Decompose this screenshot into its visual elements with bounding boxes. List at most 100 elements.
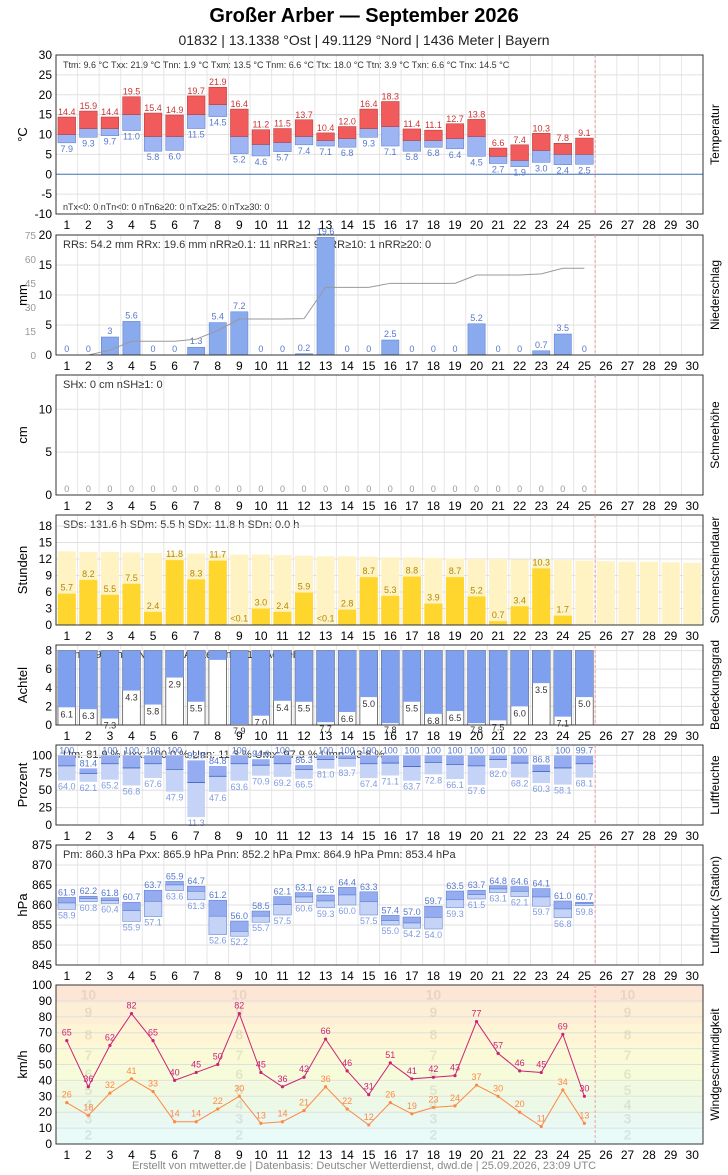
gust-label: 31 (364, 1082, 374, 1092)
day-label: 16 (384, 629, 398, 643)
precip-label: 0 (452, 344, 457, 354)
day-label: 22 (513, 218, 527, 232)
day-label: 7 (193, 969, 200, 983)
day-label: 11 (276, 218, 289, 232)
beaufort-label: 3 (430, 1111, 438, 1127)
day-label: 26 (599, 359, 613, 373)
cloud-bar (208, 650, 227, 660)
temp-max-bar (79, 110, 98, 129)
cloud-bar (316, 650, 335, 723)
snow-label: 0 (345, 484, 350, 494)
y-tick-cumulative: 60 (25, 255, 37, 266)
sun-bar (294, 592, 314, 625)
day-label: 16 (384, 729, 398, 743)
beaufort-label: 9 (430, 1004, 438, 1020)
temp-min-bar (338, 138, 357, 148)
press-min-label: 54.0 (425, 930, 443, 940)
y-tick-label: 8 (45, 644, 52, 658)
tmin-label: 9.3 (362, 138, 375, 148)
gust-point (216, 1062, 220, 1067)
press-lower-bar (79, 898, 98, 903)
precip-bar (532, 350, 551, 356)
sun-possible-bar (683, 562, 702, 625)
panel-title: Luftdruck (Station) (708, 856, 722, 954)
y-tick-label: 855 (32, 918, 52, 932)
y-tick-label: 860 (32, 898, 52, 912)
y-tick-label: 10 (39, 128, 53, 142)
gust-label: 82 (126, 1001, 136, 1011)
press-lower-bar (143, 901, 163, 917)
mean-wind-point (539, 1124, 543, 1129)
day-label: 5 (150, 629, 157, 643)
sun-label: 5.2 (470, 585, 483, 595)
temp-min-bar (165, 136, 184, 151)
panel-title: Schneehöhe (708, 401, 722, 469)
snow-label: 0 (215, 484, 220, 494)
cloud-bar (532, 650, 551, 684)
press-upper-bar (467, 889, 486, 895)
cloud-bar (122, 650, 141, 691)
hum-max-label: 100 (318, 745, 333, 755)
hum-max-label: 100 (447, 745, 462, 755)
day-label: 28 (642, 499, 656, 513)
panel-border (55, 984, 704, 1145)
press-lower-bar (122, 910, 141, 922)
hum-max-label: 100 (361, 745, 376, 755)
day-label: 10 (254, 629, 268, 643)
gust-point (518, 1069, 522, 1073)
y-tick-label: 15 (39, 536, 53, 550)
day-label: 22 (513, 359, 527, 373)
temp-min-bar (510, 160, 529, 167)
press-max-label: 61.0 (554, 891, 572, 901)
hum-lower-bar (79, 773, 98, 782)
day-label: 12 (297, 969, 311, 983)
sun-label: 2.8 (341, 599, 354, 609)
day-label: 13 (319, 829, 333, 843)
panel-snow: 1 2 3 4 5 6 7 8 9 10 11 12 13 14 15 16 17 18 19 20 21 22 23 24 2… (15, 374, 722, 513)
y-tick-label: 0 (45, 618, 52, 632)
day-label: 17 (405, 969, 419, 983)
day-label: 25 (578, 1148, 592, 1160)
tmin-label: 1.9 (513, 168, 526, 178)
day-label: 17 (405, 729, 419, 743)
day-label: 30 (686, 1148, 700, 1160)
mean-wind-label: 33 (148, 1079, 158, 1089)
press-max-label: 63.7 (468, 880, 486, 890)
day-label: 3 (107, 629, 114, 643)
hum-upper-bar (510, 755, 529, 764)
cloud-label: 1.0 (211, 662, 224, 672)
press-min-label: 61.3 (187, 901, 205, 911)
beaufort-label: 7 (430, 1047, 438, 1063)
hum-lower-bar (489, 759, 507, 768)
hum-min-label: 81.0 (317, 770, 335, 780)
mean-wind-label: 14 (191, 1109, 201, 1119)
sun-bar (553, 615, 572, 625)
snow-label: 0 (129, 484, 134, 494)
mean-wind-point (194, 1120, 198, 1124)
temp-max-bar (143, 112, 163, 137)
temp-max-bar (57, 116, 76, 135)
mean-wind-label: 22 (342, 1096, 352, 1106)
y-tick-label: 865 (32, 878, 52, 892)
sun-label: 2.4 (276, 601, 289, 611)
mean-wind-label: 36 (321, 1074, 331, 1084)
y-tick-label: 100 (32, 978, 52, 992)
sun-possible-bar (575, 560, 594, 625)
day-label: 16 (384, 359, 398, 373)
day-label: 9 (236, 218, 243, 232)
hum-upper-bar (252, 759, 270, 766)
press-max-label: 61.2 (209, 890, 227, 900)
day-label: 18 (427, 1148, 441, 1160)
temp-min-bar (100, 128, 120, 136)
day-label: 11 (276, 359, 289, 373)
day-label: 19 (448, 359, 462, 373)
day-label: 15 (362, 829, 376, 843)
sun-label: 11.8 (166, 549, 183, 559)
y-tick-label: -5 (41, 187, 52, 201)
beaufort-label: 10 (81, 987, 97, 1003)
mean-wind-label: 22 (213, 1096, 223, 1106)
day-label: 4 (128, 218, 135, 232)
sun-bar (424, 603, 443, 625)
hum-upper-bar (295, 764, 313, 770)
mean-wind-point (474, 1083, 479, 1087)
